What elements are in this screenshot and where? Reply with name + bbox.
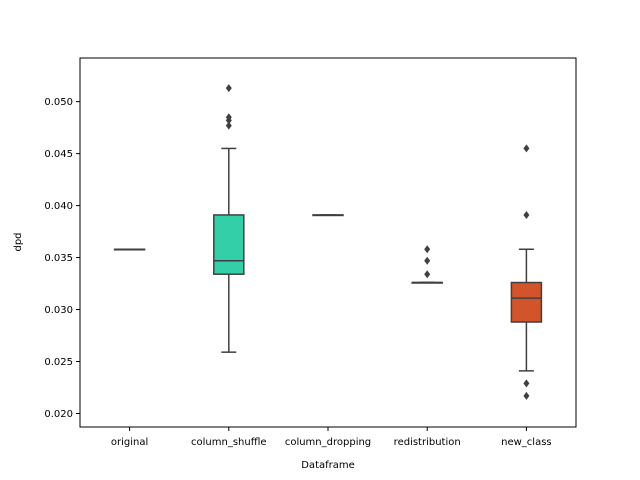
y-tick-label: 0.020 <box>44 409 73 420</box>
box-group <box>113 248 146 251</box>
y-tick-label: 0.040 <box>44 201 73 212</box>
boxes-layer <box>113 84 543 400</box>
x-tick-label: redistribution <box>394 437 461 448</box>
y-tick-label: 0.050 <box>44 97 73 108</box>
y-tick-label: 0.035 <box>44 253 73 264</box>
box-group <box>510 144 543 400</box>
box-iqr <box>213 214 245 275</box>
x-tick-label: column_shuffle <box>191 437 267 448</box>
flier-point <box>225 84 232 93</box>
x-axis: original column_shuffle column_dropping red… <box>111 427 552 448</box>
x-tick-label: original <box>111 437 148 448</box>
flier-point <box>523 210 530 219</box>
y-axis: 0.020 0.025 0.030 0.035 0.040 0.045 0.050 <box>44 97 80 420</box>
flier-point <box>424 245 431 254</box>
y-tick-label: 0.025 <box>44 357 73 368</box>
flier-point <box>523 391 530 400</box>
y-axis-label: dpd <box>13 232 24 251</box>
flier-point <box>523 144 530 153</box>
box-group <box>213 84 245 353</box>
flier-point <box>225 113 232 122</box>
box-group <box>312 214 344 217</box>
plot-area-frame <box>79 57 577 428</box>
x-tick-label: column_dropping <box>285 437 371 448</box>
x-axis-label: Dataframe <box>301 460 355 471</box>
box-group <box>411 245 443 284</box>
box-iqr <box>510 281 543 323</box>
flier-point <box>225 121 232 130</box>
flier-point <box>523 379 530 388</box>
y-tick-label: 0.030 <box>44 305 73 316</box>
flier-point <box>424 270 431 279</box>
y-tick-label: 0.045 <box>44 149 73 160</box>
x-tick-label: new_class <box>501 437 552 448</box>
flier-point <box>424 256 431 265</box>
